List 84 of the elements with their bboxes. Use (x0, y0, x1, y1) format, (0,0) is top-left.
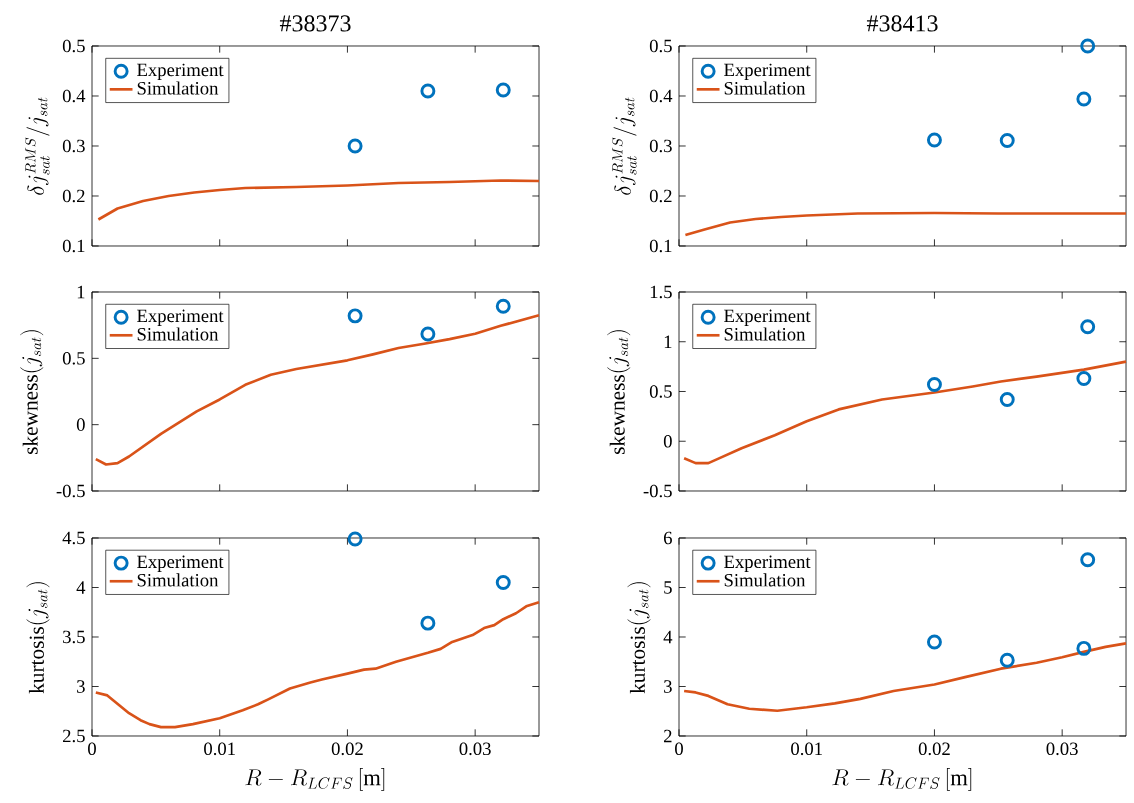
y-tick-label: 0.4 (62, 89, 86, 103)
y-tick-label: 0.5 (649, 385, 672, 398)
legend-label: Experiment (137, 555, 224, 572)
chart-title: #38413 (866, 15, 938, 32)
y-tick-label: 0.3 (62, 139, 85, 153)
point (420, 83, 436, 99)
y-tick-label: 0.2 (62, 189, 85, 203)
point (999, 391, 1015, 407)
line-series (682, 642, 1128, 713)
legend-label: Simulation (724, 327, 806, 341)
legend-label: Simulation (137, 573, 219, 587)
legend-label: Simulation (137, 81, 219, 95)
y-tick-label: 0.1 (649, 239, 672, 253)
y-axis-title: $\mathrm{skewness}(j_{sat})$ (20, 330, 44, 454)
line-series (682, 360, 1128, 465)
legend-label: Simulation (724, 81, 806, 95)
y-tick-label: 0.1 (62, 239, 85, 253)
point (1080, 38, 1096, 54)
y-tick-label: 1 (77, 285, 85, 299)
y-axis-title: $\delta j_{sat}^{RMS}/j_{sat}$ (612, 97, 637, 195)
point (999, 652, 1015, 668)
y-axis-title: $\mathrm{kurtosis}(j_{sat})$ (26, 582, 50, 694)
x-tick-label: 0 (675, 742, 683, 756)
y-tick-label: 1.5 (650, 285, 672, 299)
point (926, 634, 942, 650)
legend-label: Experiment (137, 63, 224, 80)
x-tick-label: 0.02 (331, 742, 363, 756)
y-axis-title: $\mathrm{kurtosis}(j_{sat})$ (627, 582, 651, 694)
x-tick-label: 0.03 (459, 742, 491, 756)
point (1080, 319, 1096, 335)
x-tick-label: 0 (88, 742, 96, 756)
y-tick-label: 4 (663, 630, 673, 644)
point (1076, 371, 1092, 387)
y-tick-label: 4.5 (62, 531, 85, 545)
legend-label: Experiment (137, 309, 224, 326)
line-series (94, 601, 541, 729)
y-tick-label: 1 (664, 335, 672, 348)
point (926, 132, 942, 148)
point (1080, 552, 1096, 568)
y-tick-label: 3.5 (63, 630, 85, 644)
y-tick-label: 0.3 (649, 139, 672, 153)
x-axis-title: $R-R_{LCFS}\,[\mathrm{m}]$ (832, 767, 972, 791)
point (347, 308, 363, 324)
y-tick-label: 0 (663, 434, 672, 448)
x-axis-title: $R-R_{LCFS}\,[\mathrm{m}]$ (245, 767, 385, 791)
point (420, 615, 436, 631)
point (926, 377, 942, 392)
point (1076, 91, 1092, 107)
point (420, 326, 436, 342)
x-tick-label: 0.01 (204, 742, 235, 756)
point (347, 531, 363, 547)
point (495, 575, 511, 591)
x-tick-label: 0.02 (918, 742, 950, 756)
x-tick-label: 0.01 (791, 742, 822, 756)
y-tick-label: 3 (77, 680, 85, 693)
y-tick-label: 0 (76, 418, 85, 431)
y-axis-title: $\delta j_{sat}^{RMS}/j_{sat}$ (25, 97, 50, 195)
y-tick-label: 2.5 (63, 729, 85, 743)
x-tick-label: 0.03 (1046, 742, 1078, 756)
point (495, 82, 511, 98)
line-series (97, 179, 541, 221)
legend-label: Simulation (724, 573, 806, 587)
y-tick-label: 0.2 (649, 189, 672, 203)
y-tick-label: 0.5 (62, 351, 85, 365)
y-tick-label: 3 (664, 680, 672, 693)
point (1076, 640, 1092, 656)
y-tick-label: 6 (663, 531, 672, 545)
y-tick-label: 5 (664, 581, 672, 594)
legend-label: Simulation (137, 327, 219, 341)
y-tick-label: 0.4 (649, 89, 673, 103)
y-tick-label: -0.5 (643, 484, 672, 498)
y-tick-label: 0.5 (649, 39, 672, 53)
y-axis-title: $\mathrm{skewness}(j_{sat})$ (607, 330, 631, 454)
legend-label: Experiment (724, 309, 811, 326)
y-tick-label: 0.5 (62, 39, 85, 53)
legend-label: Experiment (724, 555, 811, 572)
y-tick-label: -0.5 (56, 484, 85, 498)
point (347, 138, 363, 154)
legend-label: Experiment (724, 63, 811, 80)
point (495, 298, 511, 314)
chart-title: #38373 (279, 15, 351, 32)
y-tick-label: 4 (76, 581, 86, 594)
point (999, 133, 1015, 148)
y-tick-label: 2 (664, 729, 672, 743)
